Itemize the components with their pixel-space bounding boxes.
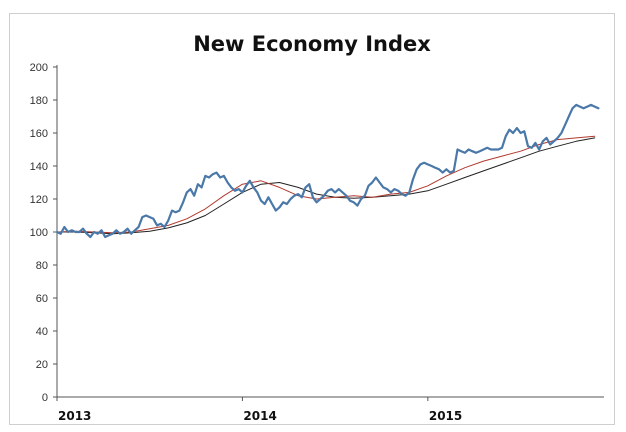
y-tick-label: 20: [36, 359, 48, 371]
y-tick-label: 0: [42, 392, 48, 404]
y-axis-ticks: 0 20 40 60 80 100 120 140 160 180 200: [30, 62, 57, 404]
y-tick-label: 80: [36, 260, 48, 272]
chart-title: New Economy Index: [193, 32, 431, 56]
y-tick-label: 140: [30, 161, 48, 173]
y-tick-label: 120: [30, 194, 48, 206]
series-line-ma_long: [56, 137, 596, 235]
y-tick-label: 180: [30, 95, 48, 107]
x-tick-label: 2013: [58, 409, 91, 423]
series-line-ma_short: [56, 135, 596, 234]
y-tick-label: 60: [36, 293, 48, 305]
x-tick-label: 2014: [243, 409, 276, 423]
y-tick-label: 100: [30, 227, 48, 239]
series-line-index: [55, 103, 600, 239]
series-layer: [55, 103, 600, 239]
x-axis-ticks: 2013 2014 2015: [56, 397, 462, 423]
y-tick-label: 160: [30, 128, 48, 140]
chart-frame: New Economy Index: [9, 13, 615, 425]
y-tick-label: 40: [36, 326, 48, 338]
y-tick-label: 200: [30, 62, 48, 74]
x-tick-label: 2015: [429, 409, 462, 423]
